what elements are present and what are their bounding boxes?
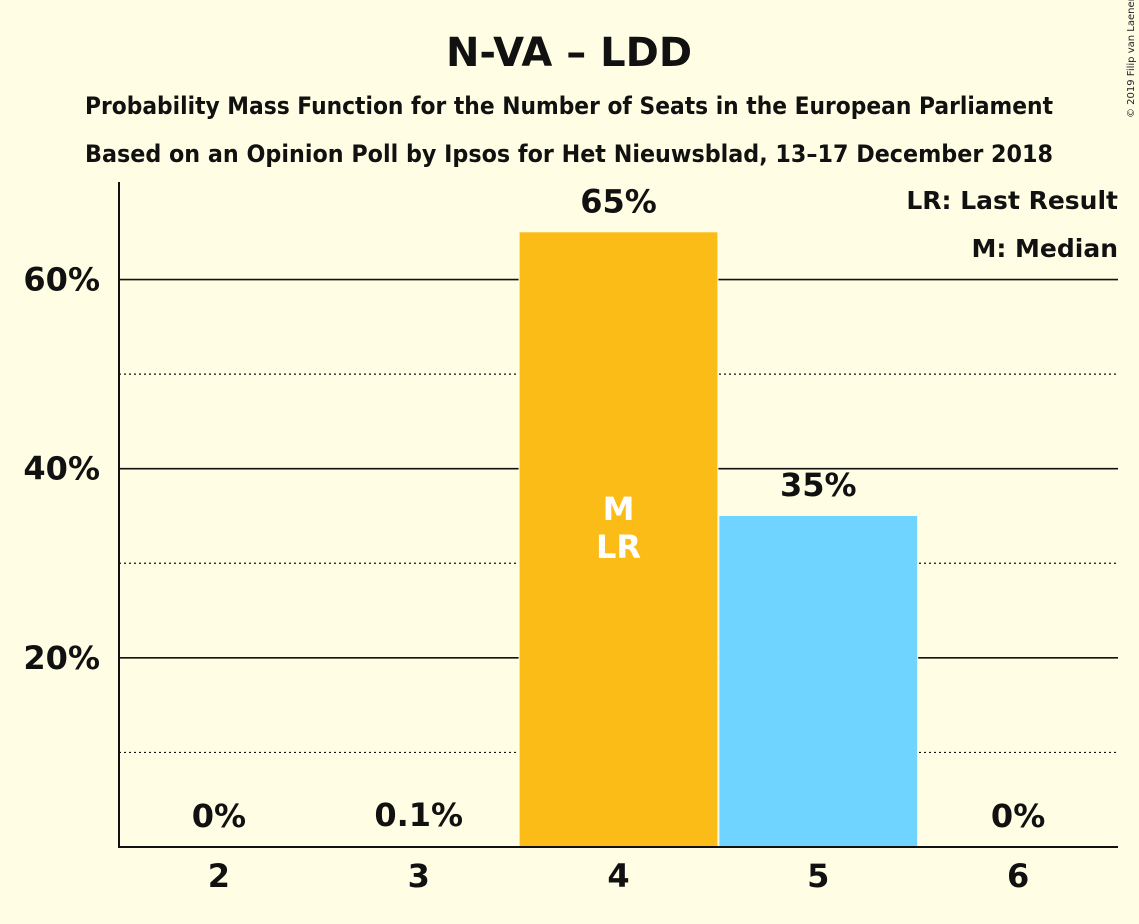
legend: LR: Last Result M: Median [906,186,1118,263]
bar-4 [519,232,718,848]
value-label-6: 0% [991,797,1045,835]
x-tick-label-3: 3 [408,857,430,895]
y-tick-label: 20% [23,639,100,677]
legend-last-result: LR: Last Result [906,186,1118,215]
value-label-3: 0.1% [374,796,463,834]
legend-median: M: Median [971,234,1118,263]
label-layer: 20% 40% 60% 0% 2 0.1% 3 65% 4 35% 5 0% 6 MLR [23,182,1045,895]
chart-subtitle-line-2: Based on an Opinion Poll by Ipsos for He… [85,140,1053,168]
chart-subtitle-line-1: Probability Mass Function for the Number… [85,92,1053,120]
y-tick-label: 60% [23,261,100,299]
x-tick-label-6: 6 [1007,857,1029,895]
bar-annotation-lr: LR [596,528,641,566]
x-tick-label-2: 2 [208,857,230,895]
axis-layer [118,182,1118,848]
value-label-4: 65% [580,182,657,220]
copyright-text: © 2019 Filip van Laenen [1126,0,1137,118]
x-tick-label-4: 4 [607,857,629,895]
bar-5 [719,516,918,847]
chart-title: N-VA – LDD [446,30,692,76]
value-label-5: 35% [780,466,857,504]
bar-layer [318,232,919,848]
bar-annotation-m: M [603,490,635,528]
value-label-2: 0% [192,797,246,835]
x-tick-label-5: 5 [807,857,829,895]
y-tick-label: 40% [23,450,100,488]
